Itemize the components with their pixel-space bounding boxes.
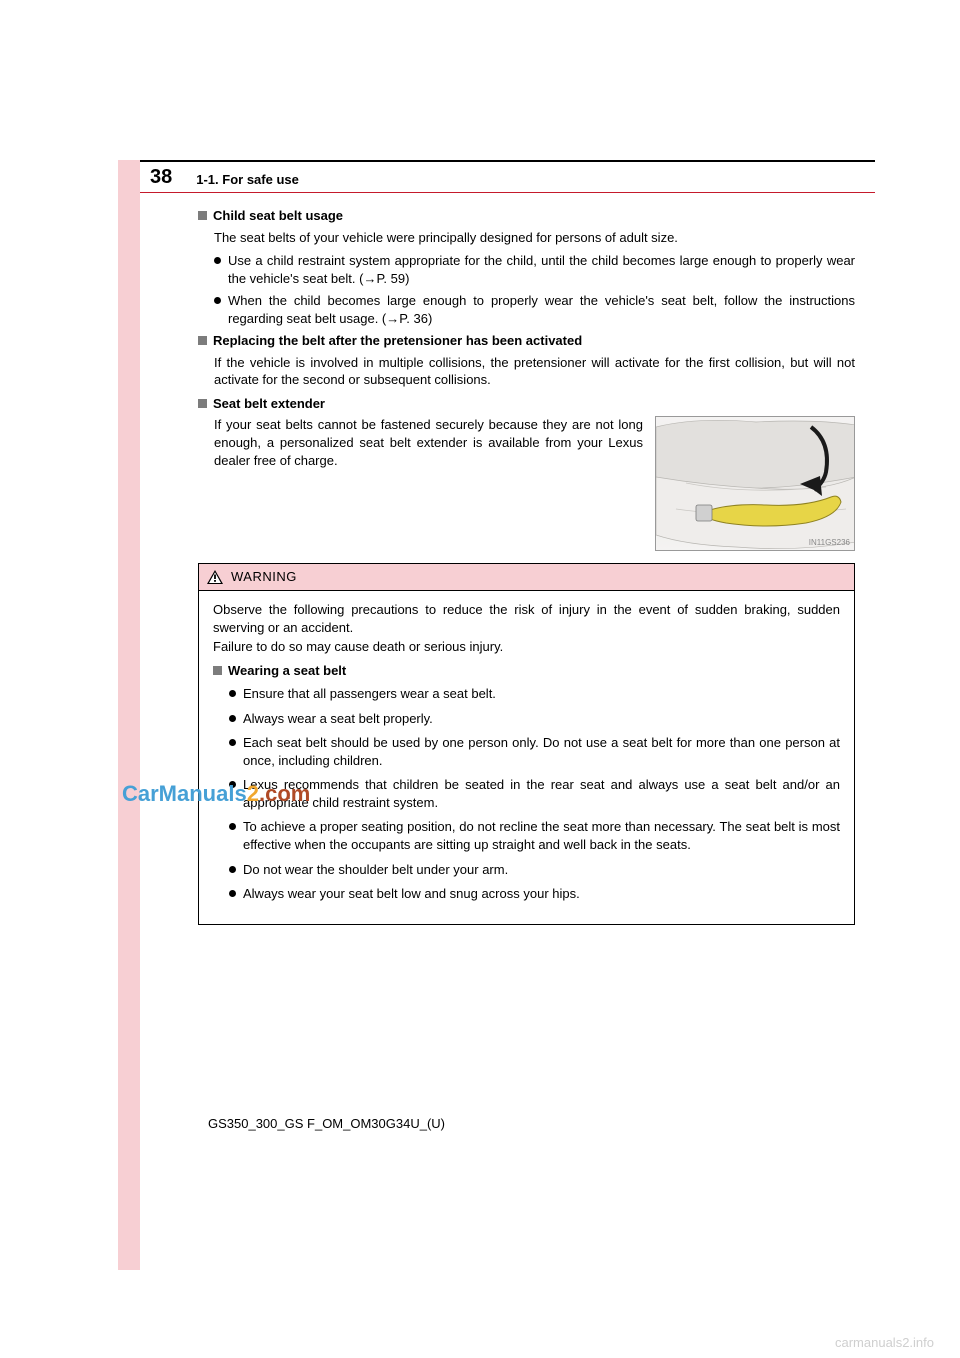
heading-pretensioner: Replacing the belt after the pretensione…: [198, 332, 855, 350]
list-item: To achieve a proper seating position, do…: [229, 818, 840, 853]
heading-extender: Seat belt extender: [198, 395, 855, 413]
square-bullet-icon: [198, 336, 207, 345]
warning-header: WARNING: [199, 564, 854, 591]
body-content: Child seat belt usage The seat belts of …: [140, 193, 875, 1132]
list-item: Do not wear the shoulder belt under your…: [229, 861, 840, 879]
list-item: When the child becomes large enough to p…: [214, 292, 855, 327]
heading-text: Replacing the belt after the pretensione…: [213, 333, 582, 348]
list-item: Always wear a seat belt properly.: [229, 710, 840, 728]
section-title: 1-1. For safe use: [196, 172, 299, 187]
page-number: 38: [150, 166, 172, 189]
warning-body: Observe the following precautions to red…: [199, 591, 854, 924]
warning-icon: [207, 570, 223, 584]
warning-title: WARNING: [231, 568, 297, 586]
bullet-list: Use a child restraint system appropriate…: [214, 252, 855, 327]
list-item: Always wear your seat belt low and snug …: [229, 885, 840, 903]
heading-text: Child seat belt usage: [213, 208, 343, 223]
extender-row: If your seat belts cannot be fastened se…: [214, 416, 855, 551]
bullet-list: Ensure that all passengers wear a seat b…: [229, 685, 840, 902]
heading-child-seat-belt: Child seat belt usage: [198, 207, 855, 225]
heading-wearing-seat-belt: Wearing a seat belt: [213, 662, 840, 680]
square-bullet-icon: [198, 399, 207, 408]
footer-watermark: carmanuals2.info: [835, 1335, 934, 1350]
document-code: GS350_300_GS F_OM_OM30G34U_(U): [208, 1115, 855, 1133]
paragraph: Failure to do so may cause death or seri…: [213, 638, 840, 656]
paragraph: If your seat belts cannot be fastened se…: [214, 416, 643, 551]
page-header: 38 1-1. For safe use: [140, 162, 875, 192]
page-content: 38 1-1. For safe use Child seat belt usa…: [140, 160, 875, 1270]
square-bullet-icon: [198, 211, 207, 220]
figure-caption: IN11GS236: [809, 538, 850, 549]
seat-belt-extender-figure: IN11GS236: [655, 416, 855, 551]
warning-box: WARNING Observe the following precaution…: [198, 563, 855, 924]
list-item: Use a child restraint system appropriate…: [214, 252, 855, 287]
paragraph: The seat belts of your vehicle were prin…: [214, 229, 855, 247]
heading-text: Seat belt extender: [213, 396, 325, 411]
list-item: Ensure that all passengers wear a seat b…: [229, 685, 840, 703]
paragraph: If the vehicle is involved in multiple c…: [214, 354, 855, 389]
list-item: Each seat belt should be used by one per…: [229, 734, 840, 769]
seat-belt-extender-illustration: [656, 417, 855, 551]
paragraph: Observe the following precautions to red…: [213, 601, 840, 636]
section-tab: [118, 160, 140, 1270]
square-bullet-icon: [213, 666, 222, 675]
heading-text: Wearing a seat belt: [228, 663, 346, 678]
list-item: Lexus recommends that children be seated…: [229, 776, 840, 811]
